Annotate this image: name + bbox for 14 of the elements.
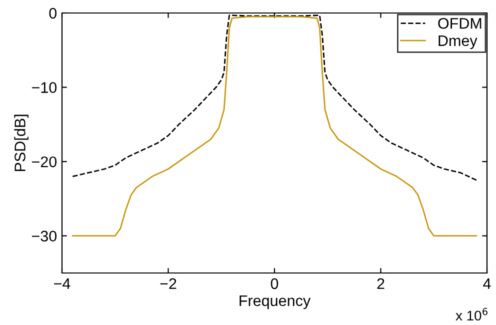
x-tick-label: 2 <box>377 278 384 289</box>
y-axis-title: PSD[dB] <box>14 114 28 172</box>
x-tick-label: −4 <box>54 278 70 289</box>
y-tick-label: 0 <box>49 8 57 19</box>
x-tick-label: 4 <box>483 278 491 289</box>
y-tick-label: −30 <box>32 230 57 242</box>
text: x 10$^{6}$ <box>456 308 488 321</box>
legend-label: Dmey <box>438 35 478 50</box>
y-tick-label: −20 <box>32 156 57 168</box>
x-axis-title: Frequency <box>240 295 311 310</box>
x-tick-label: −2 <box>160 278 176 289</box>
legend-label: OFDM <box>438 18 482 29</box>
y-tick-label: −10 <box>32 82 57 93</box>
x-tick-label: 0 <box>270 278 278 290</box>
